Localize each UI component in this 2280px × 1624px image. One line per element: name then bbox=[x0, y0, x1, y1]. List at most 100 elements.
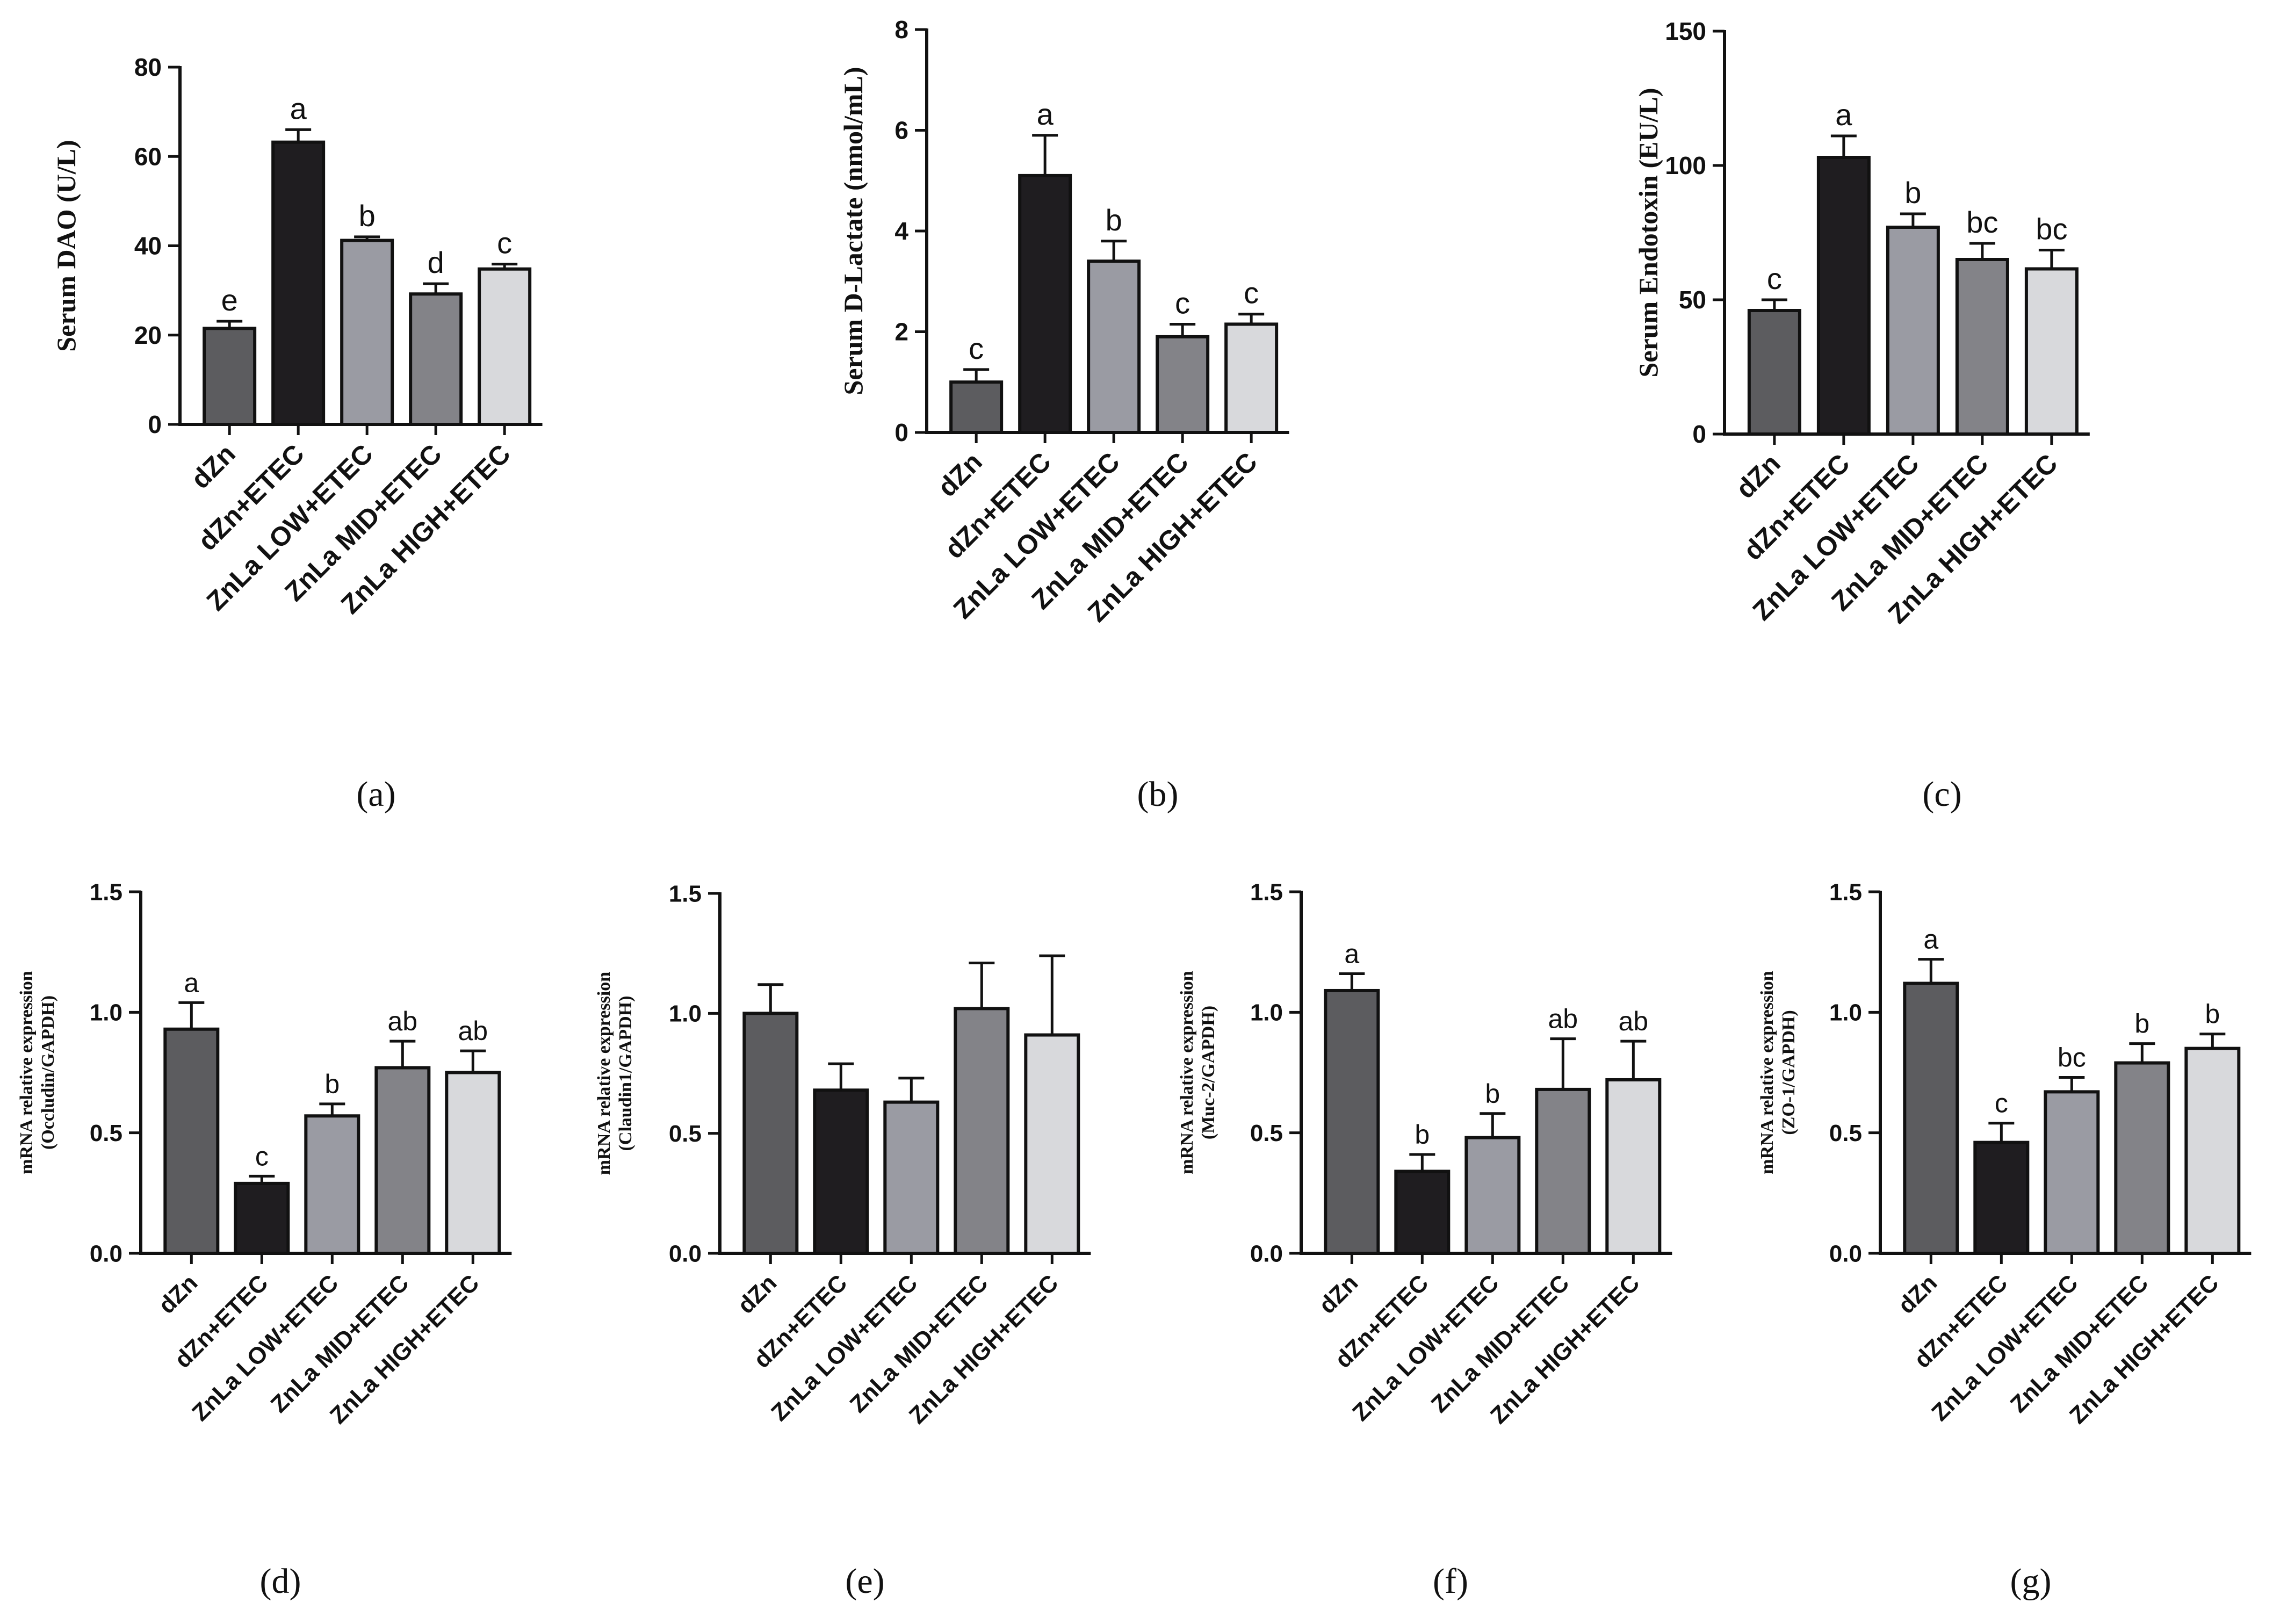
bar bbox=[1973, 1141, 2030, 1255]
y-tick-label: 0.5 bbox=[90, 1120, 122, 1146]
y-tick-label: 1.5 bbox=[669, 880, 702, 907]
y-axis-title: Serum DAO (U/L) bbox=[51, 140, 81, 351]
bar bbox=[203, 327, 257, 426]
category-label: dZn bbox=[185, 438, 241, 494]
y-tick-label: 80 bbox=[134, 53, 162, 81]
y-tick-label: 0.0 bbox=[1829, 1240, 1862, 1267]
y-tick-label: 0 bbox=[1692, 420, 1706, 448]
significance-letter: b bbox=[324, 1069, 340, 1099]
y-tick-label: 1.0 bbox=[1829, 1000, 1862, 1026]
significance-letter: b bbox=[1904, 176, 1921, 210]
category-label: dZn bbox=[154, 1269, 203, 1319]
bar bbox=[2184, 1046, 2241, 1255]
y-tick-label: 150 bbox=[1665, 17, 1706, 45]
y-tick-label: 1.5 bbox=[1250, 879, 1283, 905]
bar bbox=[374, 1066, 431, 1255]
significance-letter: b bbox=[2205, 999, 2220, 1029]
panel-label: (b) bbox=[1137, 775, 1179, 814]
bar bbox=[954, 1007, 1010, 1255]
category-label: dZn bbox=[733, 1269, 782, 1319]
bar bbox=[883, 1100, 940, 1255]
y-tick-label: 1.0 bbox=[1250, 1000, 1283, 1026]
panel-label: (f) bbox=[1433, 1562, 1468, 1601]
bar bbox=[1464, 1136, 1521, 1255]
significance-letter: c bbox=[255, 1141, 269, 1171]
y-axis-title: mRNA relative expression bbox=[1177, 971, 1197, 1174]
chart-panel-d: 0.0 0.5 1.0 1.5 mRNA relative expression (Occ… bbox=[17, 879, 512, 1601]
significance-letter: a bbox=[184, 968, 199, 998]
panel-label: (g) bbox=[2010, 1562, 2052, 1601]
y-axis-title: (Claudin1/GAPDH) bbox=[616, 995, 636, 1151]
bar bbox=[1018, 174, 1072, 434]
chart-panel-g: 0.0 0.5 1.0 1.5 mRNA relative expression (ZO-… bbox=[1757, 879, 2252, 1601]
category-label: dZn bbox=[1314, 1269, 1363, 1319]
bar bbox=[1816, 156, 1871, 436]
significance-letter: a bbox=[290, 91, 307, 125]
panel-label: (e) bbox=[845, 1562, 884, 1601]
significance-letter: a bbox=[1344, 939, 1359, 969]
bar bbox=[742, 1012, 799, 1255]
significance-letter: ab bbox=[458, 1016, 488, 1046]
bar bbox=[1747, 309, 1801, 436]
bar bbox=[1024, 1033, 1080, 1255]
significance-letter: a bbox=[1037, 97, 1054, 131]
category-label: dZn bbox=[1893, 1269, 1943, 1319]
bar bbox=[2024, 267, 2079, 436]
significance-letter: c bbox=[1995, 1088, 2008, 1118]
y-tick-label: 4 bbox=[894, 217, 908, 245]
y-tick-label: 0.5 bbox=[1829, 1120, 1862, 1146]
y-tick-label: 0 bbox=[894, 418, 908, 446]
bar bbox=[1535, 1087, 1591, 1255]
y-tick-label: 0 bbox=[148, 410, 162, 438]
bar bbox=[271, 140, 326, 426]
significance-letter: e bbox=[221, 283, 238, 317]
y-tick-label: 8 bbox=[894, 16, 908, 44]
bar bbox=[813, 1088, 869, 1255]
significance-letter: b bbox=[1106, 203, 1122, 237]
y-tick-label: 0.5 bbox=[669, 1121, 702, 1147]
significance-letter: bc bbox=[2036, 212, 2067, 246]
bar bbox=[409, 292, 463, 427]
panel-label: (d) bbox=[260, 1562, 301, 1601]
bar bbox=[1324, 988, 1380, 1255]
significance-letter: ab bbox=[1548, 1004, 1578, 1034]
y-tick-label: 1.0 bbox=[669, 1001, 702, 1027]
y-axis-title: (Occludin/GAPDH) bbox=[38, 995, 58, 1150]
significance-letter: bc bbox=[1966, 205, 1998, 239]
significance-letter: b bbox=[359, 199, 376, 233]
category-label: dZn bbox=[1730, 448, 1786, 504]
significance-letter: c bbox=[1244, 276, 1259, 310]
y-tick-label: 2 bbox=[894, 318, 908, 346]
bar bbox=[2114, 1061, 2170, 1255]
y-axis-title: (Muc-2/GAPDH) bbox=[1199, 1006, 1218, 1139]
y-tick-label: 50 bbox=[1679, 286, 1706, 314]
chart-panel-e: 0.0 0.5 1.0 1.5 mRNA relative expression (Cla… bbox=[594, 880, 1091, 1601]
bar bbox=[1955, 258, 2009, 436]
y-tick-label: 1.5 bbox=[1829, 879, 1862, 905]
significance-letter: d bbox=[428, 246, 444, 279]
y-axis-title: Serum D-Lactate (nmol/mL) bbox=[838, 67, 868, 395]
bar bbox=[1087, 259, 1141, 434]
significance-letter: bc bbox=[2058, 1042, 2086, 1072]
significance-letter: ab bbox=[388, 1006, 418, 1036]
bar bbox=[163, 1027, 220, 1255]
y-tick-label: 1.5 bbox=[90, 879, 122, 905]
y-tick-label: 20 bbox=[134, 321, 162, 349]
bar bbox=[1394, 1170, 1451, 1255]
bar bbox=[445, 1071, 501, 1255]
y-axis-title: mRNA relative expression bbox=[17, 971, 37, 1174]
significance-letter: a bbox=[1835, 98, 1852, 132]
bar bbox=[2044, 1090, 2100, 1255]
y-tick-label: 100 bbox=[1665, 151, 1706, 179]
significance-letter: b bbox=[1415, 1120, 1430, 1150]
y-tick-label: 40 bbox=[134, 232, 162, 260]
panel-label: (c) bbox=[1922, 775, 1961, 814]
significance-letter: b bbox=[2134, 1009, 2149, 1039]
bar bbox=[1224, 322, 1279, 434]
significance-letter: c bbox=[1175, 286, 1190, 320]
bar bbox=[1903, 981, 1959, 1255]
y-tick-label: 1.0 bbox=[90, 1000, 122, 1026]
y-tick-label: 60 bbox=[134, 142, 162, 170]
